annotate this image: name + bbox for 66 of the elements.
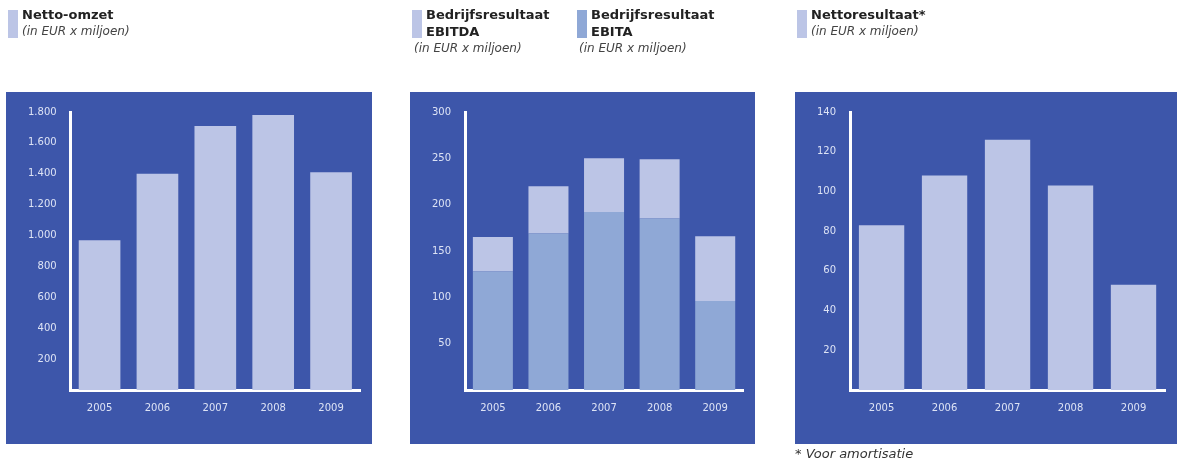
x-tick-label: 2005 bbox=[480, 401, 506, 413]
text: * Voor amortisatie bbox=[795, 446, 915, 461]
x-tick-label: 2009 bbox=[1120, 401, 1147, 413]
x-tick-label: 2008 bbox=[646, 401, 673, 413]
y-tick-label: 300 bbox=[431, 105, 452, 117]
chart-subtitle: (in EUR x miljoen) bbox=[811, 23, 920, 40]
y-tick-label: 120 bbox=[816, 145, 837, 157]
bar bbox=[921, 175, 968, 390]
chart-title: Nettoresultaat* bbox=[811, 6, 926, 23]
x-tick-label: 2005 bbox=[86, 401, 113, 413]
bar bbox=[1047, 185, 1094, 390]
legend-label: Bedrijfsresultaat EBITA bbox=[591, 6, 715, 40]
y-tick-label: 100 bbox=[816, 185, 837, 197]
y-tick-label: 1.000 bbox=[27, 229, 57, 241]
y-tick-label: 80 bbox=[823, 224, 837, 236]
y-tick-label: 600 bbox=[37, 290, 57, 302]
x-tick-label: 2007 bbox=[994, 401, 1021, 413]
bar bbox=[252, 115, 295, 390]
y-tick-label: 800 bbox=[37, 260, 57, 272]
bar bbox=[136, 173, 179, 390]
y-tick-label: 1.600 bbox=[27, 136, 57, 148]
x-tick-label: 2007 bbox=[591, 401, 617, 413]
bar bbox=[695, 236, 736, 302]
bar bbox=[639, 159, 680, 219]
x-tick-label: 2006 bbox=[931, 401, 958, 413]
bar bbox=[1110, 284, 1157, 390]
chart-subtitle: (in EUR x miljoen) bbox=[414, 40, 523, 57]
y-tick-label: 1.400 bbox=[27, 167, 57, 179]
y-tick-label: 200 bbox=[37, 352, 57, 364]
y-tick-label: 250 bbox=[431, 151, 452, 163]
bar bbox=[472, 271, 513, 390]
bar bbox=[584, 212, 625, 390]
chart-title: Netto-omzet bbox=[22, 6, 115, 23]
chart-subtitle: (in EUR x miljoen) bbox=[22, 23, 130, 40]
y-tick-label: 60 bbox=[823, 264, 837, 276]
bar bbox=[528, 186, 569, 234]
y-tick-label: 40 bbox=[823, 304, 837, 316]
x-tick-label: 2006 bbox=[144, 401, 171, 413]
bar bbox=[194, 125, 237, 390]
x-tick-label: 2007 bbox=[202, 401, 229, 413]
y-tick-label: 150 bbox=[431, 244, 452, 256]
x-tick-label: 2008 bbox=[260, 401, 286, 413]
bar bbox=[310, 172, 352, 390]
x-tick-label: 2008 bbox=[1057, 401, 1084, 413]
y-tick-label: 400 bbox=[37, 321, 57, 333]
y-tick-label: 1.800 bbox=[27, 105, 57, 117]
y-tick-label: 1.200 bbox=[27, 198, 57, 210]
y-tick-label: 50 bbox=[438, 337, 452, 349]
x-tick-label: 2005 bbox=[868, 401, 895, 413]
y-tick-label: 140 bbox=[816, 105, 837, 117]
x-tick-label: 2006 bbox=[535, 401, 562, 413]
bar bbox=[78, 240, 121, 390]
bar bbox=[695, 301, 736, 390]
bar bbox=[639, 218, 680, 390]
x-tick-label: 2009 bbox=[318, 401, 344, 413]
legend-label: Bedrijfsresultaat EBITDA bbox=[426, 6, 550, 40]
y-tick-label: 20 bbox=[823, 343, 837, 355]
x-tick-label: 2009 bbox=[702, 401, 728, 413]
y-tick-label: 100 bbox=[431, 290, 452, 302]
text: (in EUR x miljoen) bbox=[579, 41, 687, 55]
y-tick-label: 200 bbox=[431, 198, 452, 210]
bar bbox=[528, 233, 569, 390]
bar bbox=[858, 225, 905, 390]
bar bbox=[584, 158, 625, 213]
bar bbox=[984, 139, 1031, 390]
bar bbox=[472, 237, 513, 272]
